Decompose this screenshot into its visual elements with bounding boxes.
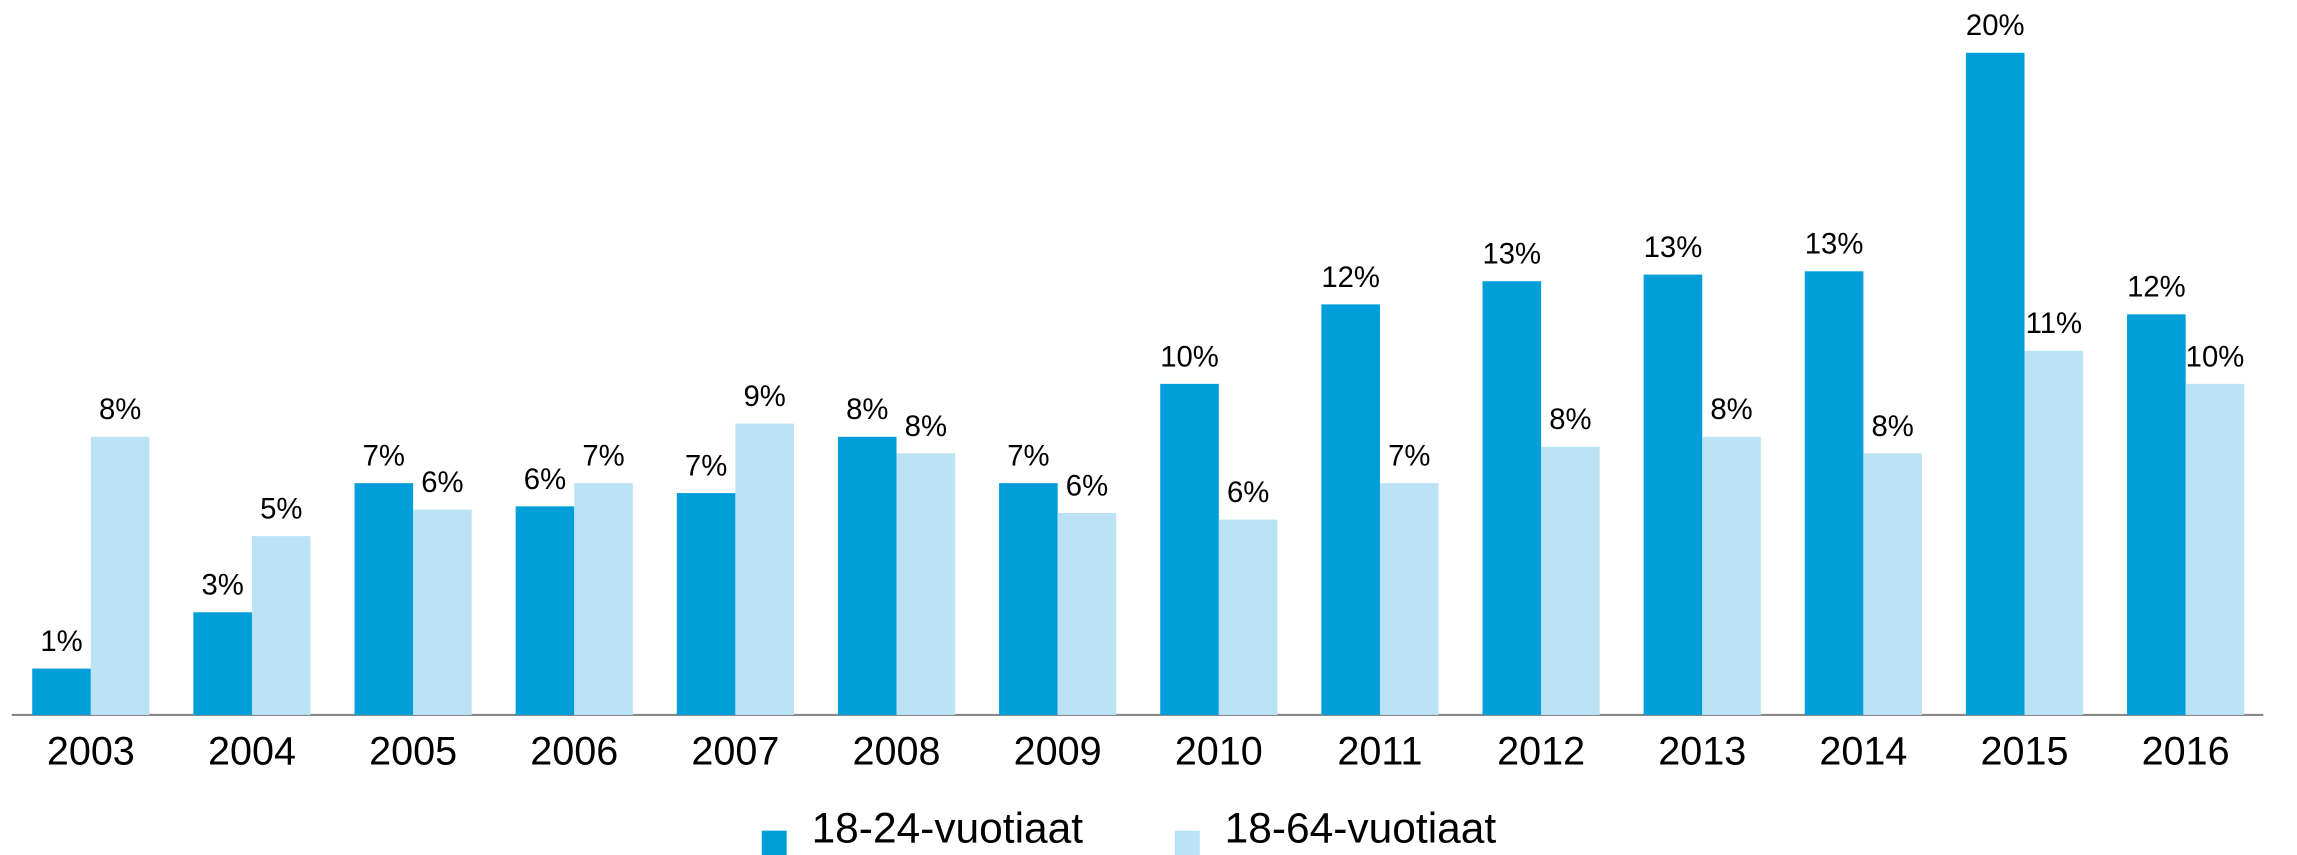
bar [676,493,736,715]
data-label: 10% [1160,340,1219,373]
data-label: 8% [1710,393,1752,426]
legend-label: 18-24-vuotiaat [812,805,1084,852]
x-tick-label: 2013 [1658,730,1746,774]
bar [1863,453,1922,715]
x-tick-label: 2009 [1014,730,1102,774]
legend-label: 18-64-vuotiaat [1225,805,1497,852]
bar [1218,519,1278,715]
x-tick-label: 2006 [530,730,618,774]
data-label: 5% [260,493,302,526]
bar [574,483,633,715]
bar [1804,271,1864,715]
bar [413,509,472,715]
bar [896,453,956,715]
data-label: 6% [421,466,463,499]
data-label: 13% [1805,228,1864,261]
data-label: 8% [846,393,888,426]
data-label: 13% [1644,231,1703,264]
bar [1482,281,1542,715]
legend-swatch [1174,830,1200,855]
data-label: 13% [1482,238,1541,271]
bar [735,423,794,715]
data-label: 7% [685,450,727,483]
x-tick-label: 2012 [1497,730,1585,774]
data-label: 7% [363,440,405,473]
x-tick-label: 2016 [2142,730,2230,774]
data-label: 9% [744,380,786,413]
data-label: 11% [2026,307,2082,340]
data-label: 7% [582,440,624,473]
x-tick-label: 2007 [691,730,779,774]
bar [2185,383,2245,715]
x-tick-label: 2003 [47,730,135,774]
bar [354,483,414,715]
x-tick-label: 2011 [1337,730,1422,774]
x-tick-label: 2015 [1981,730,2069,774]
bar [515,506,575,715]
bar [251,536,311,715]
data-label: 12% [1321,261,1380,294]
data-label: 8% [1549,403,1591,436]
legend-swatch [761,830,787,855]
bar [837,436,897,715]
x-tick-label: 2005 [369,730,457,774]
bar [32,668,91,715]
bar [2024,350,2084,715]
data-label: 12% [2127,271,2186,304]
bar [1321,304,1380,715]
bar [90,436,150,715]
x-tick-label: 2010 [1175,730,1263,774]
data-label: 1% [40,625,82,658]
data-label: 8% [905,410,947,443]
bar [2127,314,2186,715]
bar [1541,446,1600,715]
bar [1702,436,1761,715]
data-label: 3% [202,569,244,602]
bar [1057,512,1117,715]
data-label: 6% [1227,476,1269,509]
x-tick-label: 2014 [1819,730,1907,774]
bar [193,612,252,715]
bar [1965,52,2025,715]
data-label: 8% [99,393,141,426]
data-label: 6% [524,463,566,496]
bar [1643,274,1703,715]
data-label: 20% [1966,9,2025,42]
data-label: 10% [2186,340,2245,373]
bar [999,483,1058,715]
bar [1379,483,1439,715]
x-tick-label: 2008 [853,730,941,774]
data-label: 8% [1872,410,1914,443]
x-tick-label: 2004 [208,730,296,774]
data-label: 7% [1007,440,1049,473]
data-label: 6% [1066,469,1108,502]
bar [1160,383,1219,715]
data-label: 7% [1388,440,1430,473]
